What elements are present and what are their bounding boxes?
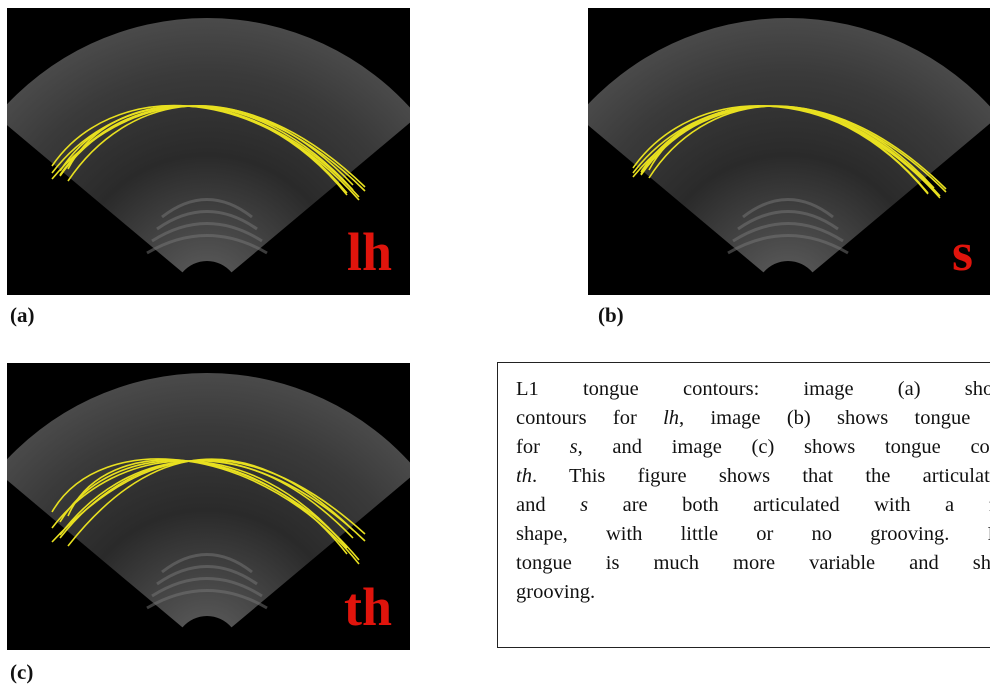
- caption-text: and: [516, 494, 580, 516]
- ultrasound-image: lh: [7, 8, 410, 295]
- page: lh (a) s (b) th (c) L1 tongue contours: image…: [0, 0, 990, 689]
- caption-line: and s are both articulated with a flat: [516, 491, 990, 520]
- caption-line: tongue is much more variable and show: [516, 549, 990, 578]
- caption-text: th: [516, 465, 532, 487]
- panel-label: (c): [10, 660, 33, 685]
- caption-text: are both articulated with a flat: [588, 494, 990, 516]
- caption-text: . This figure shows that the articulatio…: [532, 465, 990, 487]
- ultrasound-panel: s: [588, 8, 990, 295]
- caption-line: th. This figure shows that the articulat…: [516, 462, 990, 491]
- caption-line: shape, with little or no grooving. For: [516, 520, 990, 549]
- ultrasound-panel: lh: [7, 8, 410, 295]
- sound-label: th: [344, 577, 392, 637]
- caption-line: contours for lh, image (b) shows tongue …: [516, 404, 990, 433]
- sound-label: s: [952, 222, 973, 282]
- caption-text: for: [516, 436, 570, 458]
- ultrasound-image: th: [7, 363, 410, 650]
- caption-line: grooving.: [516, 578, 990, 607]
- ultrasound-image: s: [588, 8, 990, 295]
- panel-label: (a): [10, 303, 35, 328]
- panel-label: (b): [598, 303, 624, 328]
- caption-text: tongue is much more variable and show: [516, 552, 990, 574]
- caption-text: , image (b) shows tongue co: [679, 407, 990, 429]
- caption-text: grooving.: [516, 581, 595, 603]
- caption-text: s: [570, 436, 578, 458]
- caption-line: L1 tongue contours: image (a) shows: [516, 375, 990, 404]
- caption-text: shape, with little or no grooving. For: [516, 523, 990, 545]
- caption-text: , and image (c) shows tongue conto: [578, 436, 990, 458]
- caption-text: L1 tongue contours: image (a) shows: [516, 378, 990, 400]
- caption-text: contours for: [516, 407, 663, 429]
- caption-line: for s, and image (c) shows tongue conto: [516, 433, 990, 462]
- caption-text: lh: [663, 407, 679, 429]
- sound-label: lh: [347, 222, 392, 282]
- ultrasound-panel: th: [7, 363, 410, 650]
- caption-box: L1 tongue contours: image (a) shows conto…: [497, 362, 990, 648]
- caption-text: s: [580, 494, 588, 516]
